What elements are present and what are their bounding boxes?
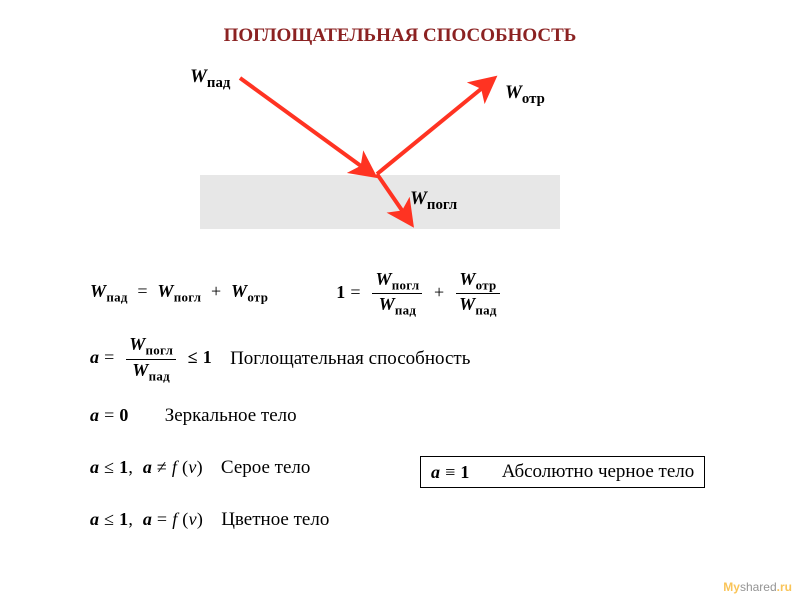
eq-grey: a ≤ 1, a ≠ f (ν): [90, 457, 203, 478]
desc-absorptivity: Поглощательная способность: [230, 348, 470, 370]
eq-a-definition: a = Wпогл Wпад ≤ 1: [90, 335, 212, 382]
reflected-ray: [377, 80, 492, 174]
eq-energy-balance: Wпад = Wпогл + Wотр: [90, 281, 268, 306]
incident-ray: [240, 78, 372, 174]
absorption-diagram: Wпад Wотр Wпогл: [200, 60, 580, 250]
equations-block: Wпад = Wпогл + Wотр 1 = Wпогл Wпад + Wот…: [90, 270, 770, 553]
watermark: Myshared.ru: [723, 580, 792, 594]
row-mirror: a = 0 Зеркальное тело: [90, 397, 770, 435]
row-energy-balance: Wпад = Wпогл + Wотр 1 = Wпогл Wпад + Wот…: [90, 270, 770, 317]
eq-unity: 1 = Wпогл Wпад + Wотр Wпад: [336, 270, 502, 317]
eq-color: a ≤ 1, a = f (ν): [90, 509, 203, 530]
label-absorbed: Wпогл: [410, 188, 457, 214]
label-reflected: Wотр: [505, 82, 545, 108]
desc-blackbody: Абсолютно черное тело: [502, 461, 695, 483]
row-color: a ≤ 1, a = f (ν) Цветное тело: [90, 501, 770, 539]
row-a-definition: a = Wпогл Wпад ≤ 1 Поглощательная способ…: [90, 335, 770, 382]
page-title: ПОГЛОЩАТЕЛЬНАЯ СПОСОБНОСТЬ: [0, 25, 800, 47]
absorbed-ray: [377, 174, 410, 222]
desc-grey: Серое тело: [221, 457, 310, 479]
eq-mirror: a = 0: [90, 405, 129, 426]
label-incident: Wпад: [190, 66, 230, 92]
blackbody-box: a ≡ 1 Абсолютно черное тело: [420, 456, 705, 488]
eq-blackbody: a ≡ 1: [431, 462, 470, 483]
desc-color: Цветное тело: [221, 509, 329, 531]
desc-mirror: Зеркальное тело: [165, 405, 297, 427]
